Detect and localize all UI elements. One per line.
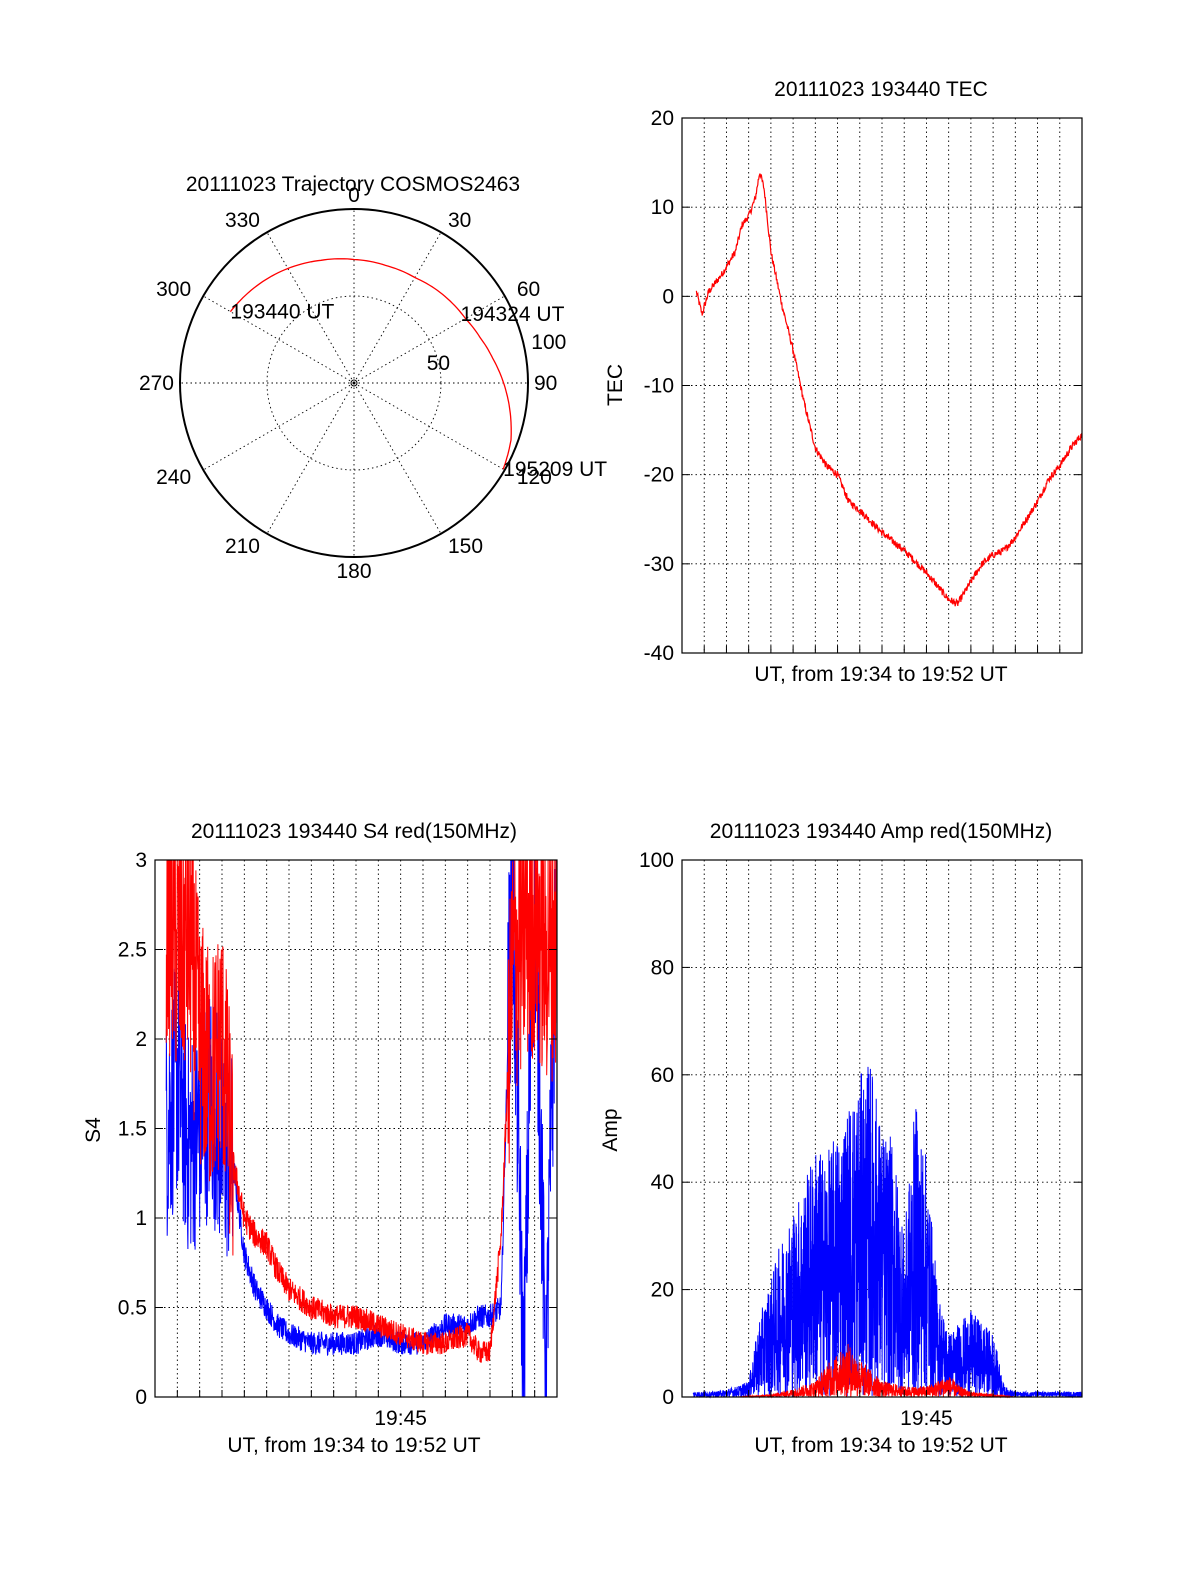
polar-time-annotations: 193440 UT 194324 UT 195209 UT <box>230 301 607 481</box>
y-tick-label: 0 <box>135 1386 147 1409</box>
y-tick-label: 0 <box>662 285 674 308</box>
polar-angle-label: 300 <box>156 278 191 301</box>
polar-spoke <box>266 382 355 534</box>
polar-grid <box>179 208 529 558</box>
red-s4-line <box>165 860 557 1363</box>
amp-chart-panel: 20111023 193440 Amp red(150MHz) 0 20 40 60 8… <box>599 820 1083 1457</box>
y-tick-label: 2.5 <box>118 939 147 962</box>
y-tick-label: 1 <box>135 1207 147 1230</box>
tec-line <box>695 173 1083 607</box>
y-tick-label: 60 <box>651 1064 674 1087</box>
y-tick-label: -20 <box>644 464 674 487</box>
polar-angle-label: 0 <box>348 184 360 207</box>
polar-center <box>350 379 358 387</box>
tec-chart-title: 20111023 193440 TEC <box>774 78 988 101</box>
polar-trajectory-line <box>229 258 512 470</box>
y-tick-label: 20 <box>651 107 674 130</box>
amp-x-axis-label: UT, from 19:34 to 19:52 UT <box>754 1434 1007 1457</box>
tec-y-ticks: 20 10 0 -10 -20 -30 -40 <box>644 107 1082 665</box>
polar-trajectory-panel: 20111023 Trajectory COSMOS2463 0 30 60 90 12… <box>139 173 607 583</box>
polar-outer-ring <box>179 208 529 558</box>
tec-series <box>695 173 1083 607</box>
y-tick-label: 2 <box>135 1028 147 1051</box>
polar-angle-label: 30 <box>448 209 471 232</box>
amp-plot-frame <box>681 859 1083 1398</box>
amp-y-axis-label: Amp <box>599 1108 622 1151</box>
polar-angle-label: 330 <box>225 209 260 232</box>
polar-angle-label: 150 <box>448 535 483 558</box>
polar-angle-label: 270 <box>139 372 174 395</box>
y-tick-label: 100 <box>639 849 674 872</box>
amp-grid <box>682 860 1082 1397</box>
polar-spoke <box>266 232 355 384</box>
s4-y-axis-label: S4 <box>82 1117 105 1143</box>
polar-spoke <box>353 232 442 384</box>
polar-spoke <box>353 382 442 534</box>
y-tick-label: 10 <box>651 196 674 219</box>
s4-x-axis-label: UT, from 19:34 to 19:52 UT <box>227 1434 480 1457</box>
y-tick-label: -40 <box>644 642 674 665</box>
y-tick-label: -30 <box>644 553 674 576</box>
y-tick-label: 80 <box>651 956 674 979</box>
tec-plot-frame <box>681 117 1083 654</box>
s4-series <box>165 860 557 1397</box>
s4-x-tick-label: 19:45 <box>374 1407 427 1430</box>
polar-spoke <box>203 382 355 471</box>
polar-angle-label: 180 <box>336 560 371 583</box>
polar-angle-labels: 0 30 60 90 120 150 180 210 240 270 300 330 50 100 <box>139 184 566 583</box>
y-tick-label: -10 <box>644 375 674 398</box>
y-tick-label: 0 <box>662 1386 674 1409</box>
s4-y-ticks: 0 0.5 1 1.5 2 2.5 3 <box>118 849 557 1409</box>
tec-x-axis-label: UT, from 19:34 to 19:52 UT <box>754 663 1007 686</box>
polar-angle-label: 60 <box>517 278 540 301</box>
blue-amp-line <box>692 1066 1083 1399</box>
amp-x-tick-label: 19:45 <box>900 1407 953 1430</box>
y-tick-label: 20 <box>651 1279 674 1302</box>
polar-radius-label: 50 <box>427 352 450 375</box>
tec-y-axis-label: TEC <box>604 364 627 406</box>
s4-plot-frame <box>154 859 558 1398</box>
polar-angle-label: 240 <box>156 466 191 489</box>
s4-chart-title: 20111023 193440 S4 red(150MHz) <box>191 820 517 843</box>
s4-chart-panel: 20111023 193440 S4 red(150MHz) 0 0.5 1 1.5 2… <box>82 820 558 1457</box>
y-tick-label: 40 <box>651 1171 674 1194</box>
polar-angle-label: 90 <box>534 372 557 395</box>
tec-chart-panel: 20111023 193440 TEC 20 10 0 -10 -20 -30 -40 UT… <box>604 78 1083 686</box>
polar-spoke <box>353 295 505 384</box>
y-tick-label: 1.5 <box>118 1118 147 1141</box>
polar-angle-label: 120 <box>517 466 552 489</box>
polar-radius-label: 100 <box>531 331 566 354</box>
amp-series <box>692 1066 1083 1399</box>
polar-angle-label: 210 <box>225 535 260 558</box>
y-tick-label: 3 <box>135 849 147 872</box>
tec-grid <box>682 118 1082 653</box>
y-tick-label: 0.5 <box>118 1297 147 1320</box>
polar-chart-title: 20111023 Trajectory COSMOS2463 <box>186 173 520 196</box>
polar-spoke <box>353 382 505 471</box>
amp-chart-title: 20111023 193440 Amp red(150MHz) <box>710 820 1052 843</box>
polar-time-annotation: 193440 UT <box>230 301 334 324</box>
polar-time-annotation: 195209 UT <box>503 458 607 481</box>
polar-time-annotation: 194324 UT <box>461 303 565 326</box>
polar-spoke <box>203 295 355 384</box>
polar-trajectory-series <box>229 258 512 470</box>
